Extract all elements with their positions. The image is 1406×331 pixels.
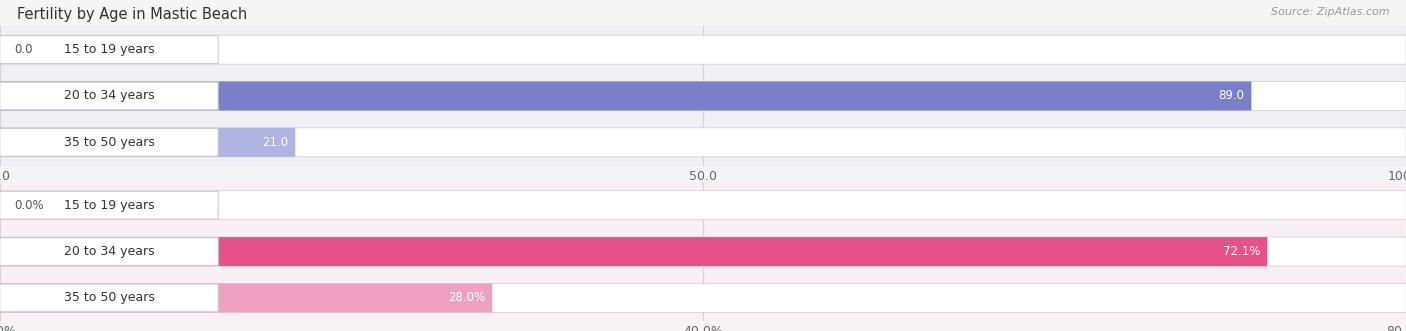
Text: 0.0: 0.0 bbox=[14, 43, 32, 56]
FancyBboxPatch shape bbox=[0, 283, 1406, 312]
Text: Fertility by Age in Mastic Beach: Fertility by Age in Mastic Beach bbox=[17, 7, 247, 22]
Text: 28.0%: 28.0% bbox=[449, 291, 485, 305]
FancyBboxPatch shape bbox=[0, 81, 1406, 111]
Text: 35 to 50 years: 35 to 50 years bbox=[63, 291, 155, 305]
FancyBboxPatch shape bbox=[0, 191, 218, 219]
Text: 72.1%: 72.1% bbox=[1223, 245, 1260, 258]
Text: 20 to 34 years: 20 to 34 years bbox=[63, 245, 155, 258]
Text: 89.0: 89.0 bbox=[1219, 89, 1244, 103]
FancyBboxPatch shape bbox=[0, 128, 295, 157]
Text: 35 to 50 years: 35 to 50 years bbox=[63, 136, 155, 149]
FancyBboxPatch shape bbox=[0, 238, 218, 265]
Text: 0.0%: 0.0% bbox=[14, 199, 44, 212]
FancyBboxPatch shape bbox=[0, 191, 1406, 220]
Text: Source: ZipAtlas.com: Source: ZipAtlas.com bbox=[1271, 7, 1389, 17]
Text: 15 to 19 years: 15 to 19 years bbox=[63, 43, 155, 56]
FancyBboxPatch shape bbox=[0, 81, 1251, 111]
Text: 21.0: 21.0 bbox=[262, 136, 288, 149]
FancyBboxPatch shape bbox=[0, 128, 218, 156]
Text: 15 to 19 years: 15 to 19 years bbox=[63, 199, 155, 212]
FancyBboxPatch shape bbox=[0, 82, 218, 110]
FancyBboxPatch shape bbox=[0, 35, 1406, 64]
FancyBboxPatch shape bbox=[0, 283, 492, 312]
Text: 20 to 34 years: 20 to 34 years bbox=[63, 89, 155, 103]
FancyBboxPatch shape bbox=[0, 237, 1406, 266]
FancyBboxPatch shape bbox=[0, 237, 1267, 266]
FancyBboxPatch shape bbox=[0, 284, 218, 312]
FancyBboxPatch shape bbox=[0, 36, 218, 64]
FancyBboxPatch shape bbox=[0, 128, 1406, 157]
